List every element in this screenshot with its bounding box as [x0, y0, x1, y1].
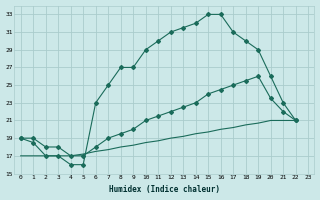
X-axis label: Humidex (Indice chaleur): Humidex (Indice chaleur) [109, 185, 220, 194]
